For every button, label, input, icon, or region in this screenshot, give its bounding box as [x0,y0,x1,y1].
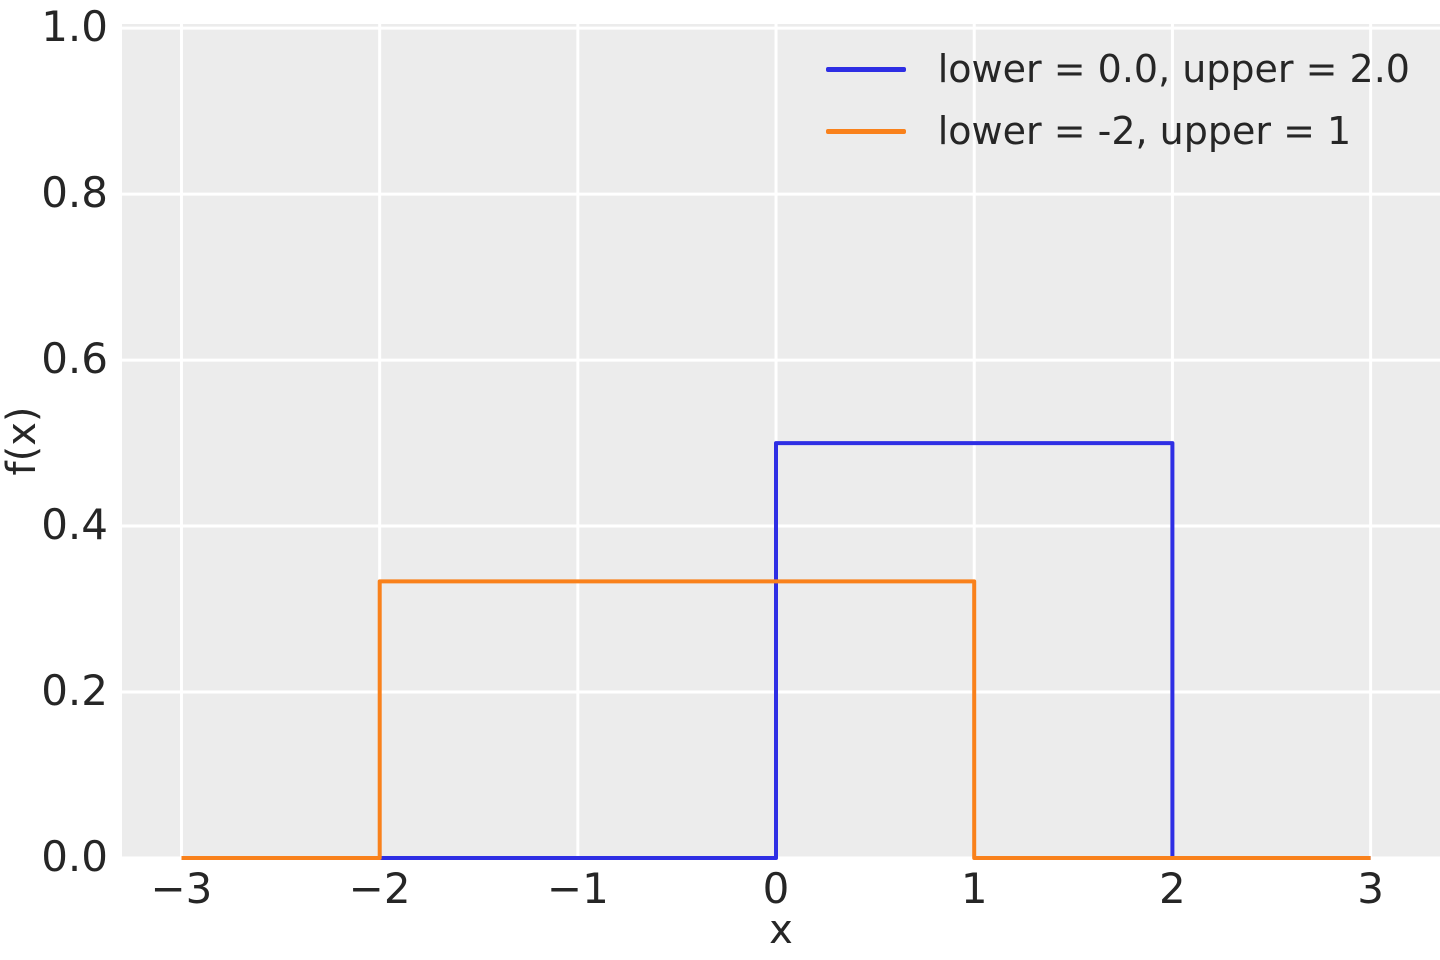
plot-area: lower = 0.0, upper = 2.0 lower = -2, upp… [122,24,1440,860]
x-axis-label: x [769,907,793,953]
y-axis-ticks: 0.0 0.2 0.4 0.6 0.8 1.0 [0,3,108,879]
y-tick-label: 0.8 [41,168,108,218]
x-tick-label: 0 [762,864,790,913]
x-tick-label: 1 [960,864,988,913]
legend-item: lower = 0.0, upper = 2.0 [825,44,1410,94]
legend: lower = 0.0, upper = 2.0 lower = -2, upp… [825,44,1410,156]
legend-line-blue-icon [825,66,906,72]
series-line-0 [181,441,1371,860]
y-tick-label: 0.2 [41,665,108,715]
x-tick-label: 3 [1357,864,1384,913]
legend-item: lower = -2, upper = 1 [825,106,1410,156]
x-tick-label: 2 [1159,864,1186,913]
x-tick-label: −3 [150,864,213,913]
series-line-1 [181,579,1371,860]
x-tick-label: −1 [546,864,609,913]
y-tick-label: 0.6 [41,334,108,384]
x-axis-ticks: −3 −2 −1 0 1 2 3 [122,864,1440,916]
y-tick-label: 1.0 [41,2,108,52]
y-tick-label: 0.4 [41,500,108,550]
legend-label: lower = 0.0, upper = 2.0 [937,47,1410,91]
legend-label: lower = -2, upper = 1 [937,109,1352,153]
y-tick-label: 0.0 [41,831,108,881]
x-tick-label: −2 [348,864,411,913]
legend-line-orange-icon [825,128,906,134]
y-axis-label: f(x) [0,406,45,476]
chart-canvas [122,24,1440,860]
